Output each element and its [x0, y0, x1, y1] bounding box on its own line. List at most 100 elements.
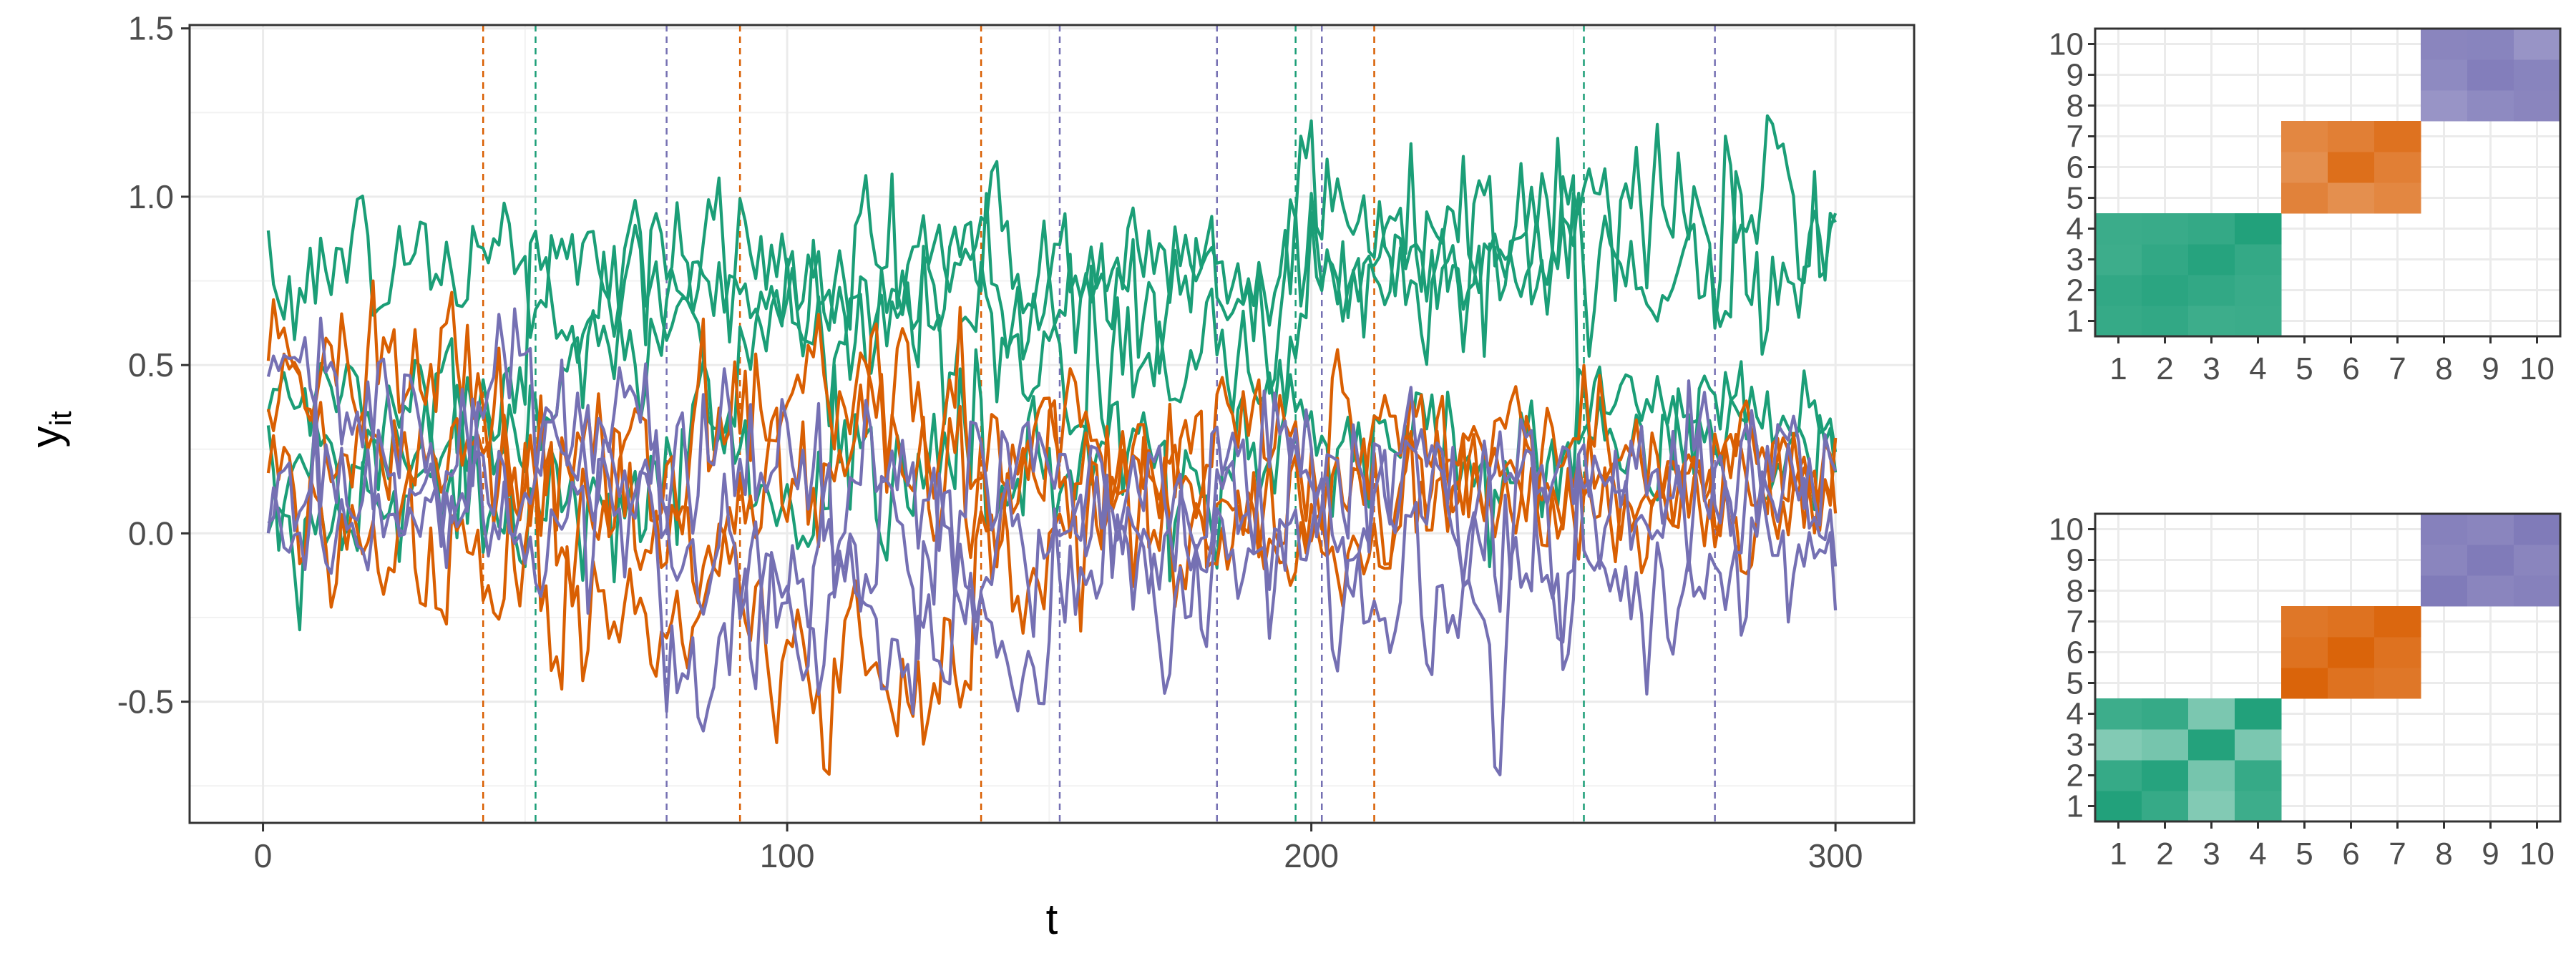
heatmap-cell — [2142, 244, 2189, 275]
heatmap-cell — [2095, 275, 2142, 306]
heatmap-cell — [2281, 152, 2328, 183]
heatmap-x-label: 9 — [2482, 351, 2499, 386]
heatmap-cell — [2281, 182, 2328, 214]
heatmap-cell — [2467, 90, 2514, 122]
heatmap-y-label: 9 — [2067, 58, 2084, 93]
heatmap-y-label: 4 — [2067, 697, 2084, 732]
heatmap-x-label: 8 — [2435, 351, 2452, 386]
heatmap-cell — [2235, 306, 2282, 337]
heatmap-cell — [2421, 575, 2468, 607]
heatmap-cell — [2421, 29, 2468, 60]
heatmap-y-label: 1 — [2067, 304, 2084, 339]
heatmap-cell — [2142, 791, 2189, 822]
heatmap-x-label: 1 — [2109, 351, 2127, 386]
series-line-3 — [266, 174, 1838, 552]
heatmap-y-label: 1 — [2067, 789, 2084, 824]
heatmap-y-label: 10 — [2049, 27, 2084, 62]
heatmap-cell — [2328, 668, 2375, 699]
y-axis-title: yit — [22, 411, 77, 447]
y-tick-label: 0.0 — [128, 514, 174, 552]
heatmap-cell — [2374, 606, 2421, 638]
changepoint-lines — [482, 25, 1716, 823]
heatmap-x-label: 7 — [2389, 351, 2406, 386]
heatmap-border — [2094, 512, 2562, 823]
y-axis-title-subscript: it — [44, 411, 77, 426]
series-line-10 — [266, 395, 1838, 776]
heatmap-cell — [2188, 760, 2235, 791]
heatmap-cell — [2188, 698, 2235, 730]
heatmap-cell — [2188, 244, 2235, 275]
heatmap-y-label: 2 — [2067, 758, 2084, 794]
y-tick-label: -0.5 — [117, 683, 174, 721]
heatmap-x-label: 4 — [2249, 351, 2266, 386]
heatmap-cell — [2328, 606, 2375, 638]
heatmap-x-label: 8 — [2435, 836, 2452, 872]
heatmap-cell — [2095, 760, 2142, 791]
heatmap-cell — [2142, 275, 2189, 306]
heatmap-cell — [2281, 637, 2328, 668]
heatmap-x-label: 6 — [2342, 836, 2359, 872]
heatmap-cell — [2374, 182, 2421, 214]
heatmap-cell — [2374, 637, 2421, 668]
heatmap-x-label: 9 — [2482, 836, 2499, 872]
heatmap-cell — [2421, 514, 2468, 545]
x-tick-label: 200 — [1284, 837, 1339, 874]
heatmap-x-label: 2 — [2156, 351, 2173, 386]
heatmap-border — [2094, 27, 2562, 338]
heatmap-cell — [2374, 121, 2421, 152]
heatmap-y-label: 7 — [2067, 605, 2084, 640]
heatmap-cell — [2514, 59, 2561, 91]
heatmap-cell — [2467, 575, 2514, 607]
heatmap-x-label: 5 — [2296, 351, 2313, 386]
heatmap-cell — [2421, 90, 2468, 122]
heatmap-x-label: 6 — [2342, 351, 2359, 386]
heatmap-cell — [2328, 121, 2375, 152]
heatmap-y-label: 5 — [2067, 666, 2084, 701]
heatmap-y-label: 3 — [2067, 728, 2084, 763]
heatmap-y-label: 6 — [2067, 635, 2084, 670]
heatmap-y-label: 6 — [2067, 150, 2084, 185]
heatmap-cell — [2281, 668, 2328, 699]
heatmap-cell — [2514, 514, 2561, 545]
heatmap-cell — [2188, 729, 2235, 761]
heatmap-cell — [2142, 729, 2189, 761]
heatmap-x-label: 10 — [2519, 836, 2555, 872]
y-axis-ticks: -0.5 0.0 0.5 1.0 1.5 — [117, 10, 190, 721]
heatmap-cell — [2467, 29, 2514, 60]
heatmap-cell — [2467, 545, 2514, 576]
x-axis-title: t — [1046, 895, 1058, 943]
heatmap-cell — [2142, 213, 2189, 245]
heatmap-cell — [2095, 306, 2142, 337]
heatmap-cell — [2421, 59, 2468, 91]
heatmap-y-label: 9 — [2067, 543, 2084, 578]
heatmap-x-label: 7 — [2389, 836, 2406, 872]
heatmap-y-label: 8 — [2067, 574, 2084, 609]
heatmap-cell — [2188, 213, 2235, 245]
heatmap-y-label: 3 — [2067, 243, 2084, 278]
heatmap-cell — [2328, 182, 2375, 214]
heatmap-cell — [2235, 244, 2282, 275]
heatmap-cell — [2095, 729, 2142, 761]
heatmap-cell — [2142, 760, 2189, 791]
heatmap-cell — [2188, 275, 2235, 306]
heatmap-cell — [2467, 59, 2514, 91]
heatmap-cell — [2374, 152, 2421, 183]
heatmap-y-label: 8 — [2067, 89, 2084, 124]
series-lines — [266, 114, 1838, 776]
heatmap-cell — [2142, 698, 2189, 730]
heatmap-y-label: 4 — [2067, 212, 2084, 247]
heatmap-cell — [2188, 306, 2235, 337]
heatmap-cell — [2514, 90, 2561, 122]
series-line-8 — [266, 307, 1838, 588]
x-tick-label: 300 — [1808, 837, 1863, 874]
heatmap-x-label: 2 — [2156, 836, 2173, 872]
plot-border — [188, 24, 1916, 824]
heatmap-cell — [2421, 545, 2468, 576]
heatmap-y-label: 10 — [2049, 512, 2084, 547]
heatmap-x-label: 3 — [2202, 836, 2220, 872]
x-tick-label: 0 — [254, 837, 273, 874]
heatmap-cell — [2328, 637, 2375, 668]
heatmap-y-label: 2 — [2067, 273, 2084, 308]
heatmap-x-label: 10 — [2519, 351, 2555, 386]
